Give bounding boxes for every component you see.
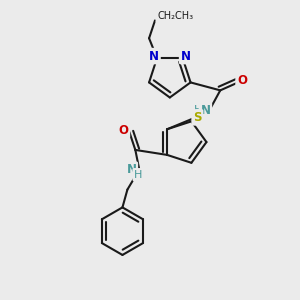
- Text: H: H: [134, 170, 142, 180]
- Text: N: N: [149, 50, 159, 63]
- Text: H: H: [194, 105, 203, 115]
- Text: N: N: [126, 163, 136, 176]
- Text: O: O: [118, 124, 128, 136]
- Text: S: S: [193, 111, 202, 124]
- Text: O: O: [237, 74, 247, 87]
- Text: CH₂CH₃: CH₂CH₃: [157, 11, 193, 21]
- Text: N: N: [200, 104, 210, 117]
- Text: N: N: [181, 50, 190, 63]
